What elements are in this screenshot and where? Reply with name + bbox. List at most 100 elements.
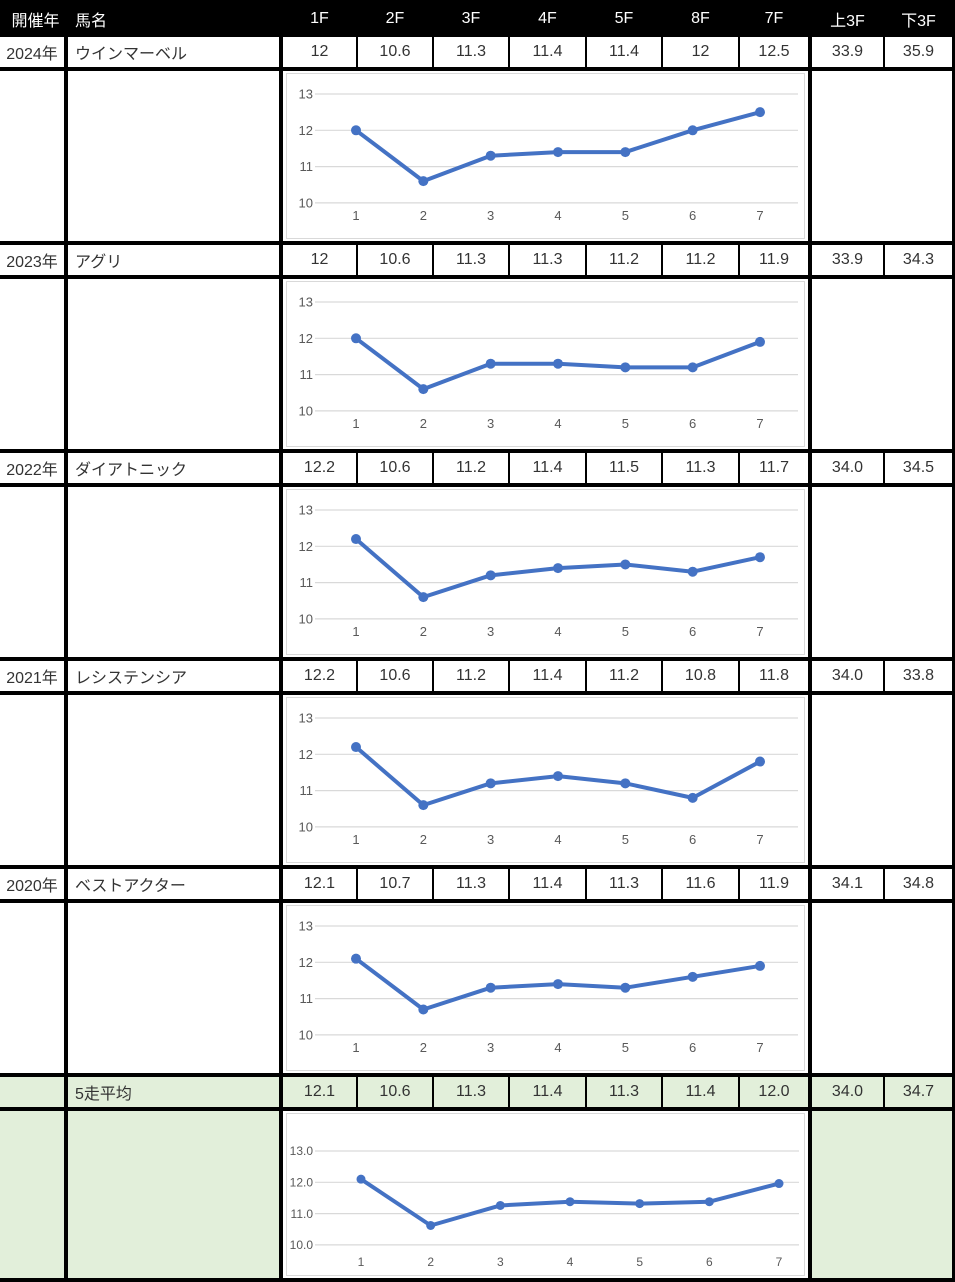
lap-8f-cell: 11.6 [663,869,740,899]
name-spacer-cell [68,279,283,449]
svg-text:2: 2 [420,1040,427,1055]
lap-2f-cell: 10.6 [358,37,434,67]
svg-text:11: 11 [300,575,314,590]
up3f-cell: 34.0 [812,661,885,691]
svg-text:13: 13 [299,295,313,310]
lap-chart-cell: 13 12 11 10 1 2 3 4 5 6 7 [283,695,812,865]
svg-text:11: 11 [300,991,314,1006]
svg-text:2: 2 [420,416,427,431]
lap-8f-cell: 10.8 [663,661,740,691]
svg-text:5: 5 [622,624,629,639]
svg-text:6: 6 [689,832,696,847]
header-cell-8f: 8F [663,0,740,37]
lap-chart-cell: 13 12 11 10 1 2 3 4 5 6 7 [283,903,812,1073]
horse-name-cell: 5走平均 [68,1077,283,1107]
svg-text:5: 5 [622,416,629,431]
chart-row: 13.0 12.0 11.0 10.0 1 2 3 4 5 6 7 [0,1111,955,1282]
right-spacer-cell [812,1111,955,1278]
chart-row: 13 12 11 10 1 2 3 4 5 6 7 [0,71,955,245]
lap-5f-cell: 11.3 [587,1077,663,1107]
lap-4f-cell: 11.4 [510,453,587,483]
up3f-cell: 34.1 [812,869,885,899]
lap-chart-cell: 13 12 11 10 1 2 3 4 5 6 7 [283,487,812,657]
lap-1f-cell: 12.1 [283,1077,358,1107]
svg-text:13: 13 [299,711,313,726]
svg-text:12: 12 [299,123,313,138]
header-cell-year: 開催年 [0,0,68,37]
name-spacer-cell [68,1111,283,1278]
svg-text:4: 4 [554,416,561,431]
lap-4f-cell: 11.4 [510,661,587,691]
name-spacer-cell [68,903,283,1073]
name-spacer-cell [68,487,283,657]
svg-text:6: 6 [689,1040,696,1055]
down3f-cell: 34.7 [885,1077,955,1107]
down3f-cell: 34.5 [885,453,955,483]
year-cell: 2023年 [0,245,68,275]
lap-8f-cell: 11.2 [663,245,740,275]
svg-text:5: 5 [622,208,629,223]
lap-3f-cell: 11.2 [434,661,510,691]
svg-text:13: 13 [299,503,313,518]
header-cell-1f: 1F [283,0,358,37]
lap-chart-cell: 13 12 11 10 1 2 3 4 5 6 7 [283,279,812,449]
lap-7f-cell: 11.9 [740,245,812,275]
svg-text:10.0: 10.0 [290,1238,314,1252]
header-cell-down3f: 下3F [885,0,955,37]
svg-text:11: 11 [300,783,314,798]
svg-text:12: 12 [299,331,313,346]
table-header-row: 開催年 馬名 1F 2F 3F 4F 5F 8F 7F 上3F 下3F [0,0,955,37]
lap-4f-cell: 11.3 [510,245,587,275]
svg-text:3: 3 [487,416,494,431]
svg-text:6: 6 [689,208,696,223]
up3f-cell: 33.9 [812,37,885,67]
down3f-cell: 34.8 [885,869,955,899]
svg-text:6: 6 [689,624,696,639]
table-row: 2024年 ウインマーベル 12 10.6 11.3 11.4 11.4 12 … [0,37,955,71]
svg-text:3: 3 [487,832,494,847]
chart-row: 13 12 11 10 1 2 3 4 5 6 7 [0,487,955,661]
lap-line-chart: 13 12 11 10 1 2 3 4 5 6 7 [286,697,805,863]
svg-text:1: 1 [358,1255,365,1269]
right-spacer-cell [812,903,955,1073]
svg-text:12: 12 [299,955,313,970]
lap-4f-cell: 11.4 [510,1077,587,1107]
year-cell: 2022年 [0,453,68,483]
header-cell-up3f: 上3F [812,0,885,37]
horse-name-cell: アグリ [68,245,283,275]
name-spacer-cell [68,71,283,241]
lap-1f-cell: 12.2 [283,453,358,483]
svg-text:1: 1 [352,832,359,847]
lap-5f-cell: 11.2 [587,661,663,691]
svg-text:7: 7 [756,832,763,847]
header-cell-7f: 7F [740,0,812,37]
up3f-cell: 34.0 [812,1077,885,1107]
lap-4f-cell: 11.4 [510,37,587,67]
svg-text:6: 6 [706,1255,713,1269]
table-row: 2021年 レシステンシア 12.2 10.6 11.2 11.4 11.2 1… [0,661,955,695]
svg-text:2: 2 [420,832,427,847]
lap-7f-cell: 12.5 [740,37,812,67]
lap-3f-cell: 11.3 [434,37,510,67]
lap-2f-cell: 10.6 [358,245,434,275]
year-spacer-cell [0,1111,68,1278]
lap-2f-cell: 10.6 [358,453,434,483]
lap-1f-cell: 12 [283,37,358,67]
svg-text:1: 1 [352,416,359,431]
lap-5f-cell: 11.3 [587,869,663,899]
svg-text:13: 13 [299,87,313,102]
down3f-cell: 35.9 [885,37,955,67]
lap-line-chart: 13 12 11 10 1 2 3 4 5 6 7 [286,905,805,1071]
svg-text:2: 2 [427,1255,434,1269]
right-spacer-cell [812,487,955,657]
svg-text:7: 7 [756,1040,763,1055]
svg-text:11: 11 [300,367,314,382]
svg-text:4: 4 [554,832,561,847]
svg-text:7: 7 [756,208,763,223]
table-row: 2022年 ダイアトニック 12.2 10.6 11.2 11.4 11.5 1… [0,453,955,487]
svg-text:1: 1 [352,1040,359,1055]
